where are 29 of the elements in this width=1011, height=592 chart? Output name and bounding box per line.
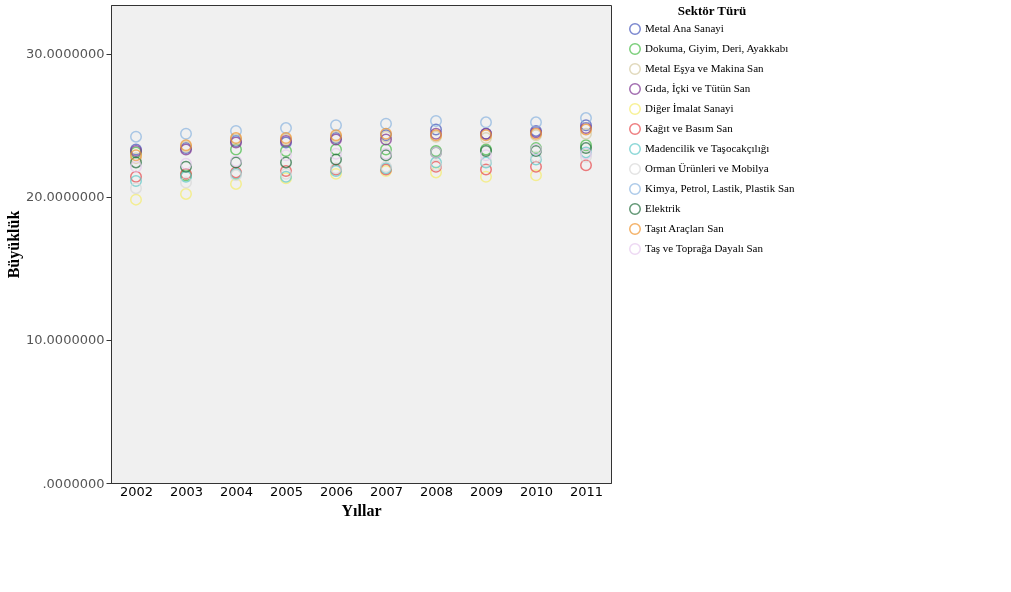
x-tick-label: 2007 bbox=[369, 483, 404, 499]
legend-label: Taşıt Araçları San bbox=[645, 222, 725, 234]
legend-title: Sektör Türü bbox=[677, 3, 747, 18]
legend-label: Dokuma, Giyim, Deri, Ayakkabı bbox=[645, 42, 789, 54]
legend-label: Kimya, Petrol, Lastik, Plastik San bbox=[645, 182, 795, 194]
x-tick-label: 2008 bbox=[419, 483, 454, 499]
legend-label: Diğer İmalat Sanayi bbox=[645, 102, 734, 114]
x-tick-label: 2010 bbox=[519, 483, 554, 499]
y-axis-title: Büyüklük bbox=[4, 210, 23, 279]
legend-label: Madencilik ve Taşocakçılığı bbox=[645, 142, 770, 154]
x-tick-label: 2003 bbox=[169, 483, 204, 499]
legend-label: Metal Ana Sanayi bbox=[645, 22, 724, 34]
x-axis-title: Yıllar bbox=[341, 501, 382, 519]
legend-label: Orman Ürünleri ve Mobilya bbox=[645, 162, 769, 174]
legend-label: Taş ve Toprağa Dayalı San bbox=[645, 242, 764, 254]
x-tick-label: 2002 bbox=[119, 483, 154, 499]
legend-label: Metal Eşya ve Makina San bbox=[645, 62, 765, 74]
x-tick-label: 2011 bbox=[569, 483, 604, 499]
legend-label: Elektrik bbox=[645, 202, 681, 214]
y-tick-label: 30.0000000 bbox=[25, 46, 105, 62]
y-tick-label: 10.0000000 bbox=[25, 332, 105, 348]
x-tick-label: 2009 bbox=[469, 483, 504, 499]
x-tick-label: 2006 bbox=[319, 483, 354, 499]
x-tick-label: 2005 bbox=[269, 483, 304, 499]
legend-label: Gıda, İçki ve Tütün San bbox=[645, 82, 751, 94]
y-tick-label: .0000000 bbox=[42, 475, 105, 491]
y-tick-label: 20.0000000 bbox=[25, 189, 105, 205]
x-tick-label: 2004 bbox=[219, 483, 254, 499]
legend-label: Kağıt ve Basım San bbox=[645, 122, 734, 134]
